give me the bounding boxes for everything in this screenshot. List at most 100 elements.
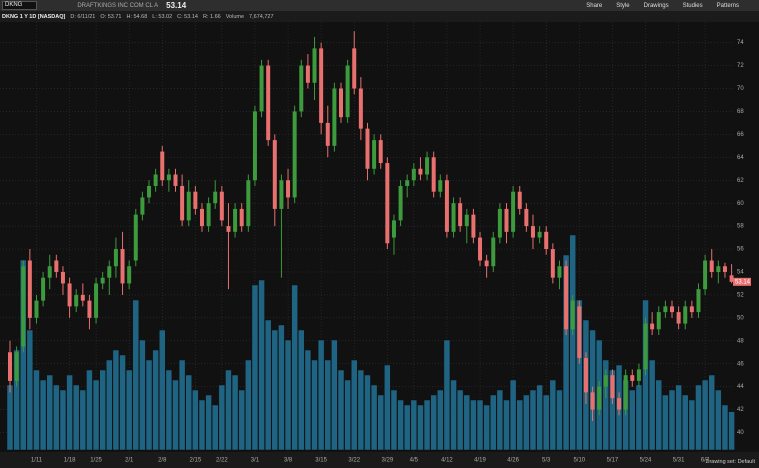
toolbar-button[interactable]: Drawings xyxy=(643,2,669,9)
drawing-set[interactable]: Drawing set: Default xyxy=(705,459,755,465)
info-item: L: 53.02 xyxy=(152,13,173,20)
volume-bar xyxy=(53,384,60,451)
candle-body xyxy=(451,203,456,232)
volume-bar xyxy=(629,389,636,451)
volume-bar xyxy=(430,394,437,451)
volume-bar xyxy=(648,359,656,451)
volume-bar xyxy=(470,399,477,451)
last-price-marker xyxy=(733,277,751,286)
y-tick-label: 40 xyxy=(737,430,744,436)
info-item: R: 1.66 xyxy=(202,13,221,20)
candle-body xyxy=(431,157,436,192)
volume-bar xyxy=(337,369,345,451)
candle-body xyxy=(206,203,211,227)
x-tick-label: 2/1 xyxy=(125,458,134,464)
candle-body xyxy=(47,266,52,278)
info-bar: DKNG 1 Y 1D [NASDAQ] D: 6/11/21 O: 53.71 H… xyxy=(0,11,759,22)
x-tick-label: 4/26 xyxy=(507,458,519,464)
candle-body xyxy=(411,168,416,181)
chart: 40 42 44 46 48 50 52 54 56 58 60 62 64 66 68 70 72 74 1/11… xyxy=(0,22,759,468)
x-tick-label: 5/3 xyxy=(542,458,551,464)
candle-body xyxy=(484,260,489,267)
info-item: 7,674,727 xyxy=(249,13,274,20)
chart-label: DKNG 1 Y 1D [NASDAQ] xyxy=(2,13,66,20)
volume-bar xyxy=(701,379,709,451)
candle-body xyxy=(94,283,99,318)
x-tick-label: 2/15 xyxy=(190,458,202,464)
candle-body xyxy=(530,226,535,238)
y-tick-label: 44 xyxy=(737,384,744,390)
x-tick-label: 2/22 xyxy=(216,458,228,464)
volume-bar xyxy=(728,411,735,451)
volume-bar xyxy=(317,339,325,451)
volume-bar xyxy=(238,389,245,451)
toolbar-button[interactable]: Style xyxy=(616,2,630,9)
volume-bar xyxy=(72,384,80,451)
symbol-input[interactable]: DKNG xyxy=(2,1,38,10)
candle-body xyxy=(305,65,310,83)
candle-body xyxy=(696,289,701,313)
x-tick-label: 1/11 xyxy=(31,458,43,464)
y-tick-label: 58 xyxy=(737,224,744,230)
candle-body xyxy=(676,312,681,324)
candle-body xyxy=(21,266,26,347)
candle-body xyxy=(511,191,516,232)
candle-body xyxy=(365,128,370,169)
date-axis-background xyxy=(0,452,759,468)
candle-body xyxy=(352,48,357,89)
candle-body xyxy=(670,306,674,313)
candle-body xyxy=(27,260,32,318)
toolbar-button[interactable]: Share xyxy=(586,2,603,9)
candle-body xyxy=(398,185,403,221)
y-tick-label: 64 xyxy=(737,155,744,161)
volume-bar xyxy=(112,349,120,451)
volume-bar xyxy=(476,399,484,451)
x-tick-label: 2/8 xyxy=(158,458,167,464)
toolbar-button[interactable]: Studies xyxy=(682,2,703,9)
x-tick-label: 6/7 xyxy=(701,458,710,464)
candle-body xyxy=(319,48,324,123)
volume-bar xyxy=(516,399,523,451)
candle-body xyxy=(590,392,595,410)
y-tick-label: 54 xyxy=(737,270,744,276)
y-tick-label: 60 xyxy=(737,201,744,207)
candle-body xyxy=(703,260,708,290)
candle-body xyxy=(193,191,198,209)
x-tick-label: 3/15 xyxy=(315,458,327,464)
volume-bar xyxy=(397,399,404,451)
candle-body xyxy=(233,208,238,232)
candle-body xyxy=(100,277,105,284)
x-tick-label: 3/8 xyxy=(284,458,293,464)
volume-bar xyxy=(370,384,378,451)
candle-body xyxy=(663,306,668,313)
x-tick-label: 5/17 xyxy=(607,458,619,464)
volume-bar xyxy=(106,359,113,451)
volume-bar xyxy=(218,384,226,451)
candle-body xyxy=(133,214,138,261)
volume-bar xyxy=(271,329,279,451)
company-name: DRAFTKINGS INC COM CL A xyxy=(77,2,159,9)
toolbar-buttons: Share Style Drawings Studies Patterns xyxy=(586,3,759,9)
candle-body xyxy=(74,294,79,307)
candle-body xyxy=(186,191,191,221)
x-tick-label: 5/10 xyxy=(573,458,585,464)
volume-bar xyxy=(695,384,702,451)
candle-body xyxy=(286,180,291,198)
volume-bar xyxy=(423,399,431,451)
y-tick-label: 72 xyxy=(737,63,744,69)
candle-body xyxy=(610,375,615,399)
toolbar-button[interactable]: Patterns xyxy=(716,2,739,9)
volume-bar xyxy=(635,384,643,451)
y-tick-label: 50 xyxy=(737,315,744,321)
toolbar: DKNG DRAFTKINGS INC COM CL A 53.14 Share… xyxy=(0,0,759,11)
candle-body xyxy=(312,48,317,83)
volume-bar xyxy=(119,354,126,451)
volume-bar xyxy=(390,389,398,451)
candle-body xyxy=(345,65,350,118)
candle-body xyxy=(683,306,688,324)
candle-body xyxy=(385,163,390,244)
y-tick-label: 42 xyxy=(737,407,744,413)
candle-body xyxy=(279,180,284,209)
volume-bar xyxy=(33,369,40,451)
volume-bar xyxy=(231,374,239,451)
